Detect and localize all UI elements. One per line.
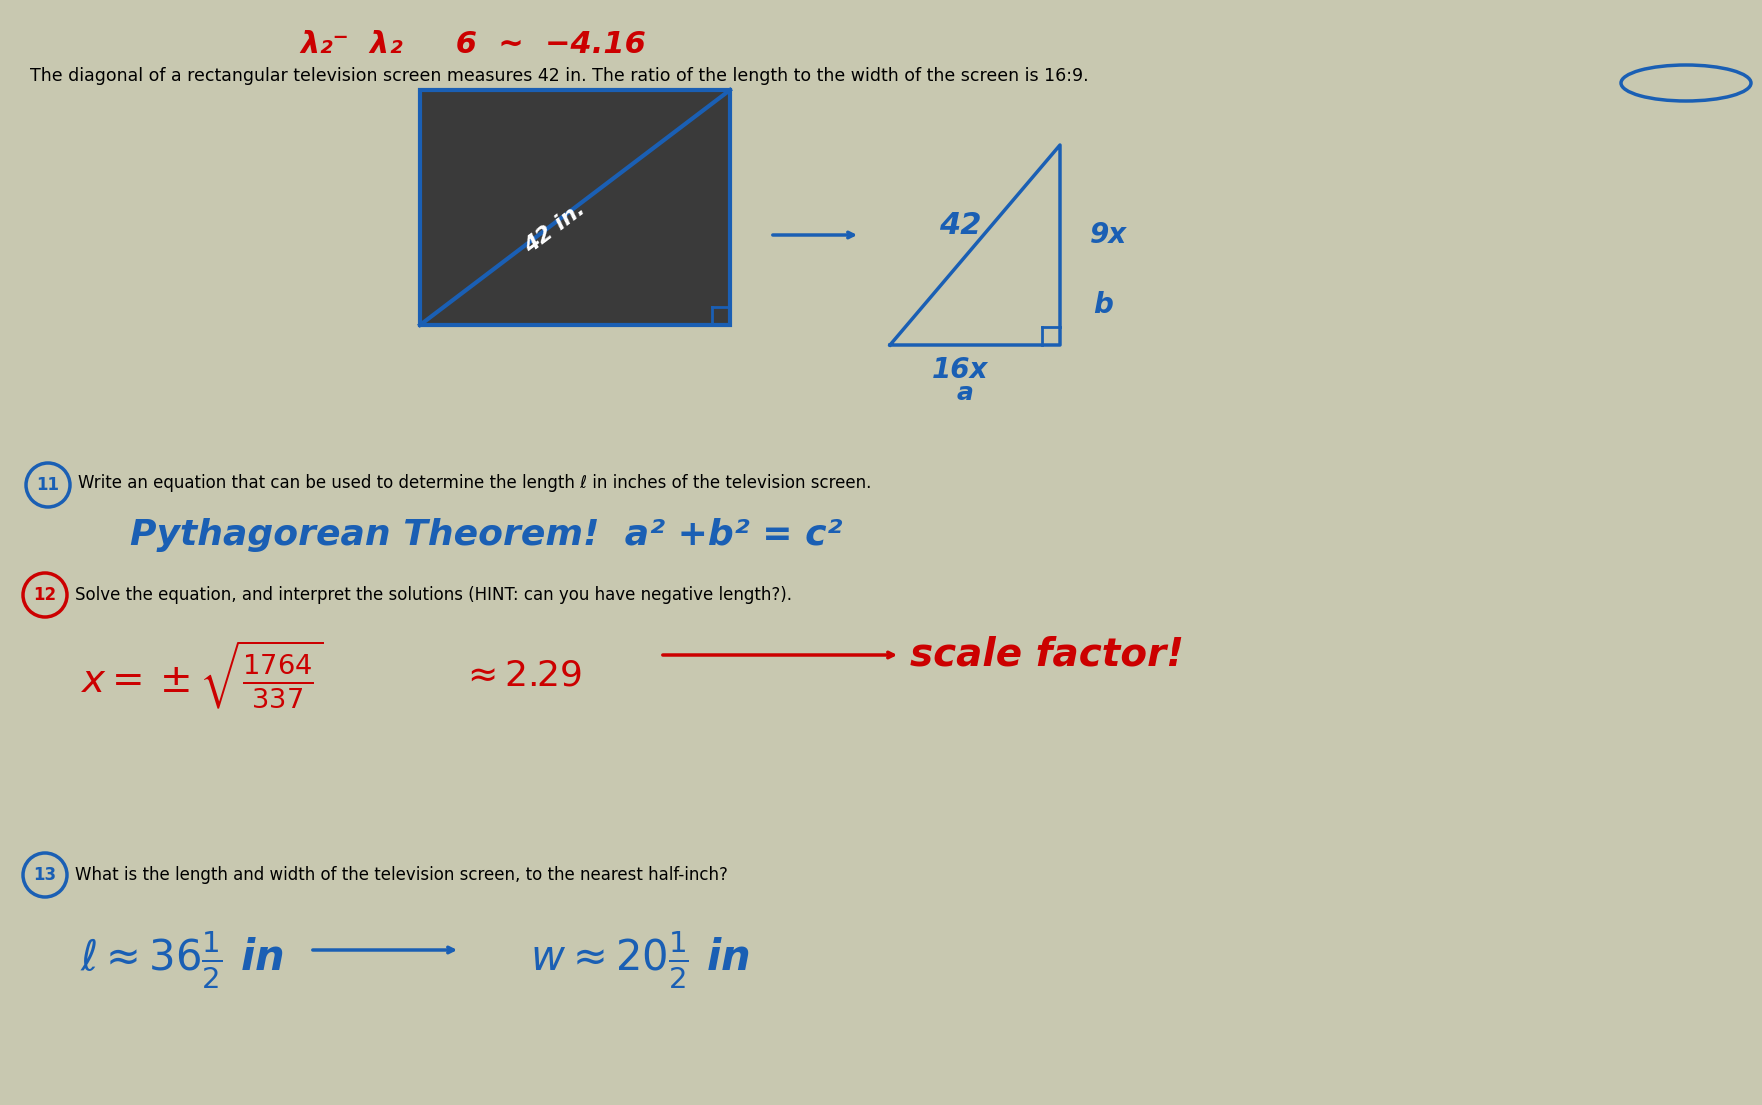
Bar	[419, 90, 729, 325]
Text: Solve the equation, and interpret the solutions (HINT: can you have negative len: Solve the equation, and interpret the so…	[76, 586, 791, 604]
Text: The diagonal of a rectangular television screen measures 42 in. The ratio of the: The diagonal of a rectangular television…	[30, 67, 1089, 85]
Text: $x=\pm\sqrt{\frac{1764}{337}}$: $x=\pm\sqrt{\frac{1764}{337}}$	[79, 639, 324, 712]
Text: 11: 11	[37, 476, 60, 494]
Text: $w \approx 20\frac{1}{2}$ in: $w \approx 20\frac{1}{2}$ in	[530, 929, 751, 990]
Text: 42 in.: 42 in.	[522, 198, 589, 256]
Text: 13: 13	[33, 866, 56, 884]
Text: 42: 42	[939, 210, 981, 240]
Text: a: a	[957, 381, 973, 406]
Text: scale factor!: scale factor!	[909, 636, 1184, 674]
Text: $\approx 2.29$: $\approx 2.29$	[460, 657, 581, 692]
Text: What is the length and width of the television screen, to the nearest half-inch?: What is the length and width of the tele…	[76, 866, 728, 884]
Text: 9x: 9x	[1091, 221, 1128, 249]
Text: Pythagorean Theorem!  a² +b² = c²: Pythagorean Theorem! a² +b² = c²	[130, 518, 842, 552]
Text: $\ell \approx 36\frac{1}{2}$ in: $\ell \approx 36\frac{1}{2}$ in	[79, 929, 284, 990]
Text: λ₂⁻  λ₂     6  ~  −4.16: λ₂⁻ λ₂ 6 ~ −4.16	[300, 30, 647, 59]
Text: 12: 12	[33, 586, 56, 604]
Text: b: b	[1092, 291, 1114, 319]
Text: Write an equation that can be used to determine the length ℓ in inches of the te: Write an equation that can be used to de…	[78, 474, 872, 492]
Text: 16x: 16x	[932, 356, 988, 385]
